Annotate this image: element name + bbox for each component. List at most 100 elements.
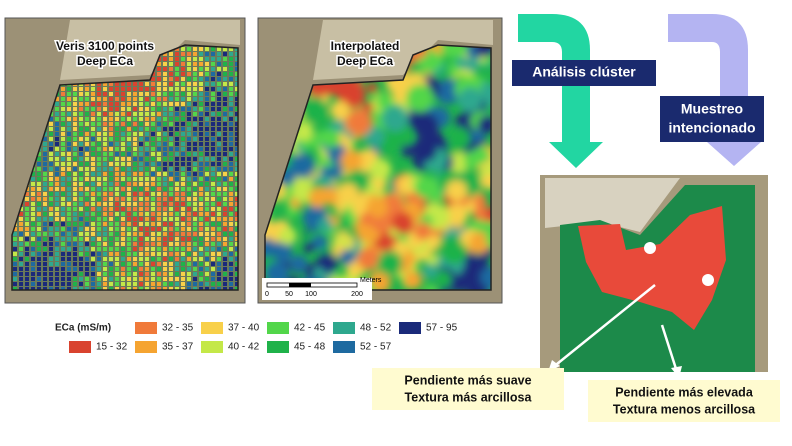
survey-point — [43, 172, 47, 176]
survey-point — [139, 187, 143, 191]
survey-point — [187, 117, 191, 121]
survey-point — [109, 187, 113, 191]
survey-point — [235, 257, 238, 261]
survey-point — [229, 237, 233, 241]
survey-point — [115, 107, 119, 111]
survey-point — [85, 122, 89, 126]
survey-point — [163, 207, 167, 211]
survey-point — [217, 202, 221, 206]
survey-point — [73, 262, 77, 266]
survey-point — [145, 82, 149, 86]
survey-point — [97, 227, 101, 231]
survey-point — [205, 157, 209, 161]
survey-point — [169, 77, 173, 81]
survey-point — [181, 117, 185, 121]
survey-point — [205, 72, 209, 76]
survey-point — [157, 272, 161, 276]
survey-point — [73, 127, 77, 131]
survey-point — [145, 207, 149, 211]
survey-point — [97, 162, 101, 166]
survey-point — [169, 192, 173, 196]
survey-point — [163, 202, 167, 206]
survey-point — [223, 162, 227, 166]
survey-point — [151, 217, 155, 221]
survey-point — [121, 207, 125, 211]
survey-point — [61, 267, 65, 271]
survey-point — [175, 117, 179, 121]
survey-point — [79, 222, 83, 226]
survey-point — [211, 132, 215, 136]
survey-point — [187, 67, 191, 71]
survey-point — [133, 202, 137, 206]
callout-box — [372, 368, 564, 410]
survey-point — [115, 192, 119, 196]
survey-point — [85, 227, 89, 231]
survey-point — [85, 152, 89, 156]
survey-point — [235, 122, 238, 126]
survey-point — [43, 167, 47, 171]
survey-point — [199, 97, 203, 101]
survey-point — [211, 147, 215, 151]
survey-point — [19, 252, 23, 256]
survey-point — [193, 97, 197, 101]
survey-point — [109, 197, 113, 201]
survey-point — [157, 117, 161, 121]
survey-point — [91, 97, 95, 101]
survey-point — [181, 202, 185, 206]
survey-point — [139, 177, 143, 181]
survey-point — [103, 167, 107, 171]
survey-point — [115, 217, 119, 221]
survey-point — [193, 242, 197, 246]
survey-point — [103, 197, 107, 201]
survey-point — [223, 132, 227, 136]
survey-point — [109, 87, 113, 91]
survey-point — [67, 127, 71, 131]
survey-point — [229, 217, 233, 221]
survey-point — [211, 77, 215, 81]
survey-point — [103, 232, 107, 236]
survey-point — [121, 242, 125, 246]
survey-point — [223, 197, 227, 201]
survey-point — [67, 212, 71, 216]
survey-point — [187, 222, 191, 226]
survey-point — [169, 232, 173, 236]
survey-point — [151, 272, 155, 276]
survey-point — [175, 272, 179, 276]
cluster-zone — [578, 206, 726, 330]
survey-point — [91, 92, 95, 96]
survey-point — [205, 262, 209, 266]
survey-point — [67, 222, 71, 226]
survey-point — [199, 127, 203, 131]
survey-point — [13, 287, 17, 290]
survey-point — [85, 262, 89, 266]
survey-point — [193, 212, 197, 216]
survey-point — [181, 182, 185, 186]
survey-point — [55, 202, 59, 206]
panel-title: Deep ECa — [337, 54, 393, 68]
survey-point — [19, 242, 23, 246]
survey-point — [211, 207, 215, 211]
survey-point — [127, 182, 131, 186]
survey-point — [223, 262, 227, 266]
survey-point — [229, 132, 233, 136]
survey-point — [67, 247, 71, 251]
survey-point — [205, 252, 209, 256]
survey-point — [175, 127, 179, 131]
survey-point — [133, 102, 137, 106]
survey-point — [67, 187, 71, 191]
survey-point — [145, 162, 149, 166]
survey-point — [109, 132, 113, 136]
survey-point — [19, 212, 23, 216]
survey-point — [73, 272, 77, 276]
survey-point — [145, 227, 149, 231]
survey-point — [97, 242, 101, 246]
survey-point — [49, 227, 53, 231]
blob — [392, 86, 409, 103]
survey-point — [127, 262, 131, 266]
survey-point — [151, 112, 155, 116]
survey-point — [67, 152, 71, 156]
survey-point — [169, 112, 173, 116]
survey-point — [211, 72, 215, 76]
survey-point — [127, 257, 131, 261]
